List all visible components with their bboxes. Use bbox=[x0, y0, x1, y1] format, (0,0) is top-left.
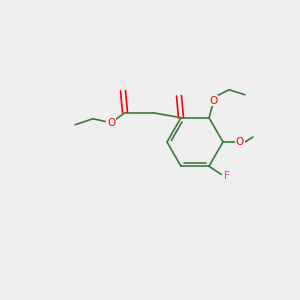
Text: F: F bbox=[224, 171, 230, 181]
Text: O: O bbox=[209, 96, 217, 106]
Text: O: O bbox=[236, 137, 244, 147]
Text: O: O bbox=[107, 118, 115, 128]
